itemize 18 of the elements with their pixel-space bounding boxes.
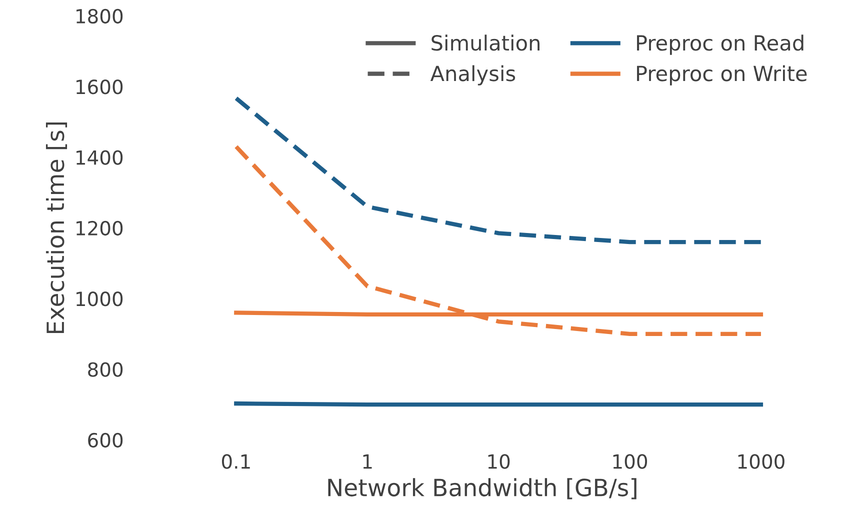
x-tick-label: 0.1 (222, 454, 250, 469)
y-tick-label: 1200 (76, 220, 123, 236)
x-tick-label: 1 (363, 454, 372, 469)
x-tick-label: 100 (613, 454, 648, 469)
y-tick-label: 1000 (76, 292, 123, 306)
x-tick-label: 10 (488, 454, 510, 469)
x-axis-title: Network Bandwidth [GB/s] (328, 478, 636, 500)
y-tick-label: 800 (88, 362, 123, 377)
y-axis-title: Execution time [s] (46, 122, 68, 334)
y-tick-label: 1400 (76, 150, 123, 165)
y-tick-label: 600 (88, 432, 123, 448)
y-tick-label: 1600 (76, 80, 123, 94)
legend-label: Analysis (430, 65, 516, 86)
y-tick-label: 1800 (76, 8, 123, 24)
legend-label: Simulation (432, 34, 540, 51)
legend-label: Preproc on Write (637, 65, 807, 86)
x-tick-label: 1000 (738, 454, 784, 469)
legend-label: Preproc on Read (637, 34, 804, 55)
